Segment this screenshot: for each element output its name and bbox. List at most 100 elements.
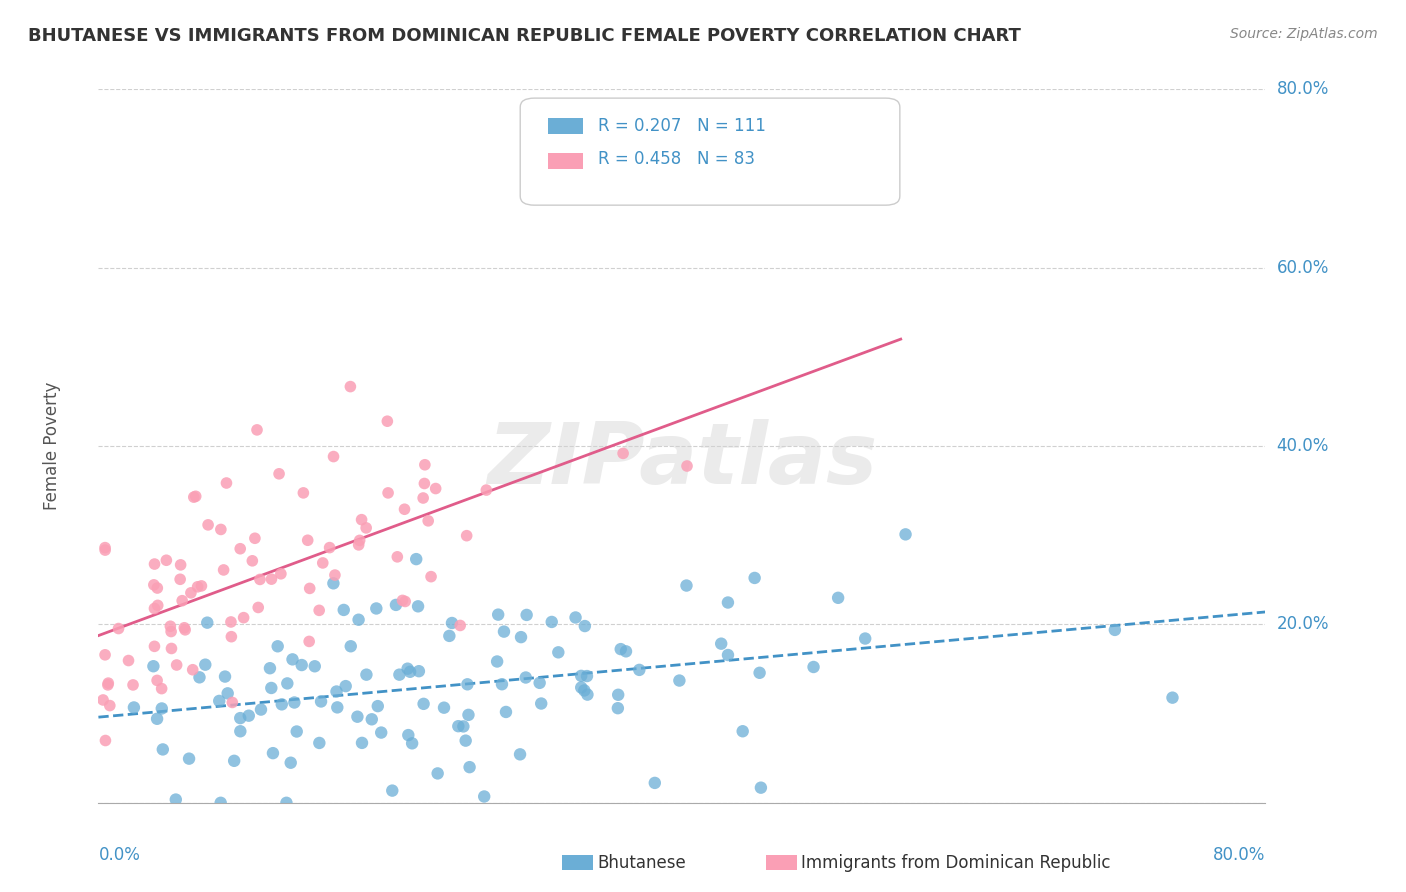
- Point: [529, 676, 551, 690]
- Point: [803, 660, 825, 674]
- Point: [472, 789, 495, 804]
- Point: [117, 654, 139, 668]
- Point: [177, 752, 200, 766]
- Point: [339, 379, 361, 393]
- Point: [246, 423, 269, 437]
- Point: [209, 523, 232, 537]
- Point: [238, 708, 260, 723]
- Point: [94, 733, 117, 747]
- Text: Bhutanese: Bhutanese: [598, 854, 686, 871]
- Point: [614, 644, 637, 658]
- Point: [322, 576, 344, 591]
- Point: [475, 483, 498, 497]
- Point: [217, 686, 239, 700]
- Point: [308, 603, 330, 617]
- Point: [122, 678, 145, 692]
- Point: [184, 489, 207, 503]
- Point: [612, 446, 634, 460]
- Point: [420, 569, 443, 583]
- Point: [181, 663, 204, 677]
- Point: [270, 566, 292, 581]
- Point: [146, 712, 169, 726]
- Point: [312, 556, 335, 570]
- Point: [349, 533, 371, 548]
- Point: [433, 700, 456, 714]
- Point: [1104, 623, 1126, 637]
- Point: [412, 697, 434, 711]
- Point: [574, 619, 596, 633]
- Point: [385, 598, 408, 612]
- Point: [91, 693, 114, 707]
- Point: [492, 624, 515, 639]
- Point: [308, 736, 330, 750]
- Point: [169, 558, 191, 572]
- Point: [391, 593, 413, 607]
- Point: [107, 622, 129, 636]
- Point: [183, 490, 205, 504]
- Point: [208, 694, 231, 708]
- Point: [347, 538, 370, 552]
- Point: [394, 594, 416, 608]
- Point: [292, 486, 315, 500]
- Point: [710, 637, 733, 651]
- Point: [515, 671, 537, 685]
- Point: [332, 603, 354, 617]
- Point: [1161, 690, 1184, 705]
- Point: [547, 645, 569, 659]
- Point: [486, 655, 509, 669]
- Point: [574, 683, 596, 698]
- Point: [668, 673, 690, 688]
- Point: [291, 658, 314, 673]
- Point: [405, 552, 427, 566]
- Point: [180, 586, 202, 600]
- Text: 40.0%: 40.0%: [1277, 437, 1329, 455]
- Point: [142, 659, 165, 673]
- Point: [262, 746, 284, 760]
- Point: [318, 541, 340, 555]
- Point: [94, 541, 117, 555]
- Point: [187, 580, 209, 594]
- Point: [439, 629, 461, 643]
- Point: [350, 736, 373, 750]
- Point: [412, 491, 434, 505]
- Point: [731, 724, 754, 739]
- Point: [381, 783, 404, 797]
- Text: BHUTANESE VS IMMIGRANTS FROM DOMINICAN REPUBLIC FEMALE POVERTY CORRELATION CHART: BHUTANESE VS IMMIGRANTS FROM DOMINICAN R…: [28, 27, 1021, 45]
- Text: 20.0%: 20.0%: [1277, 615, 1329, 633]
- Point: [97, 678, 120, 692]
- Point: [143, 557, 166, 571]
- Point: [387, 549, 409, 564]
- Point: [250, 702, 273, 716]
- Point: [394, 502, 416, 516]
- Point: [354, 521, 377, 535]
- Text: R = 0.207   N = 111: R = 0.207 N = 111: [598, 117, 765, 135]
- Point: [190, 579, 212, 593]
- Point: [516, 607, 538, 622]
- Point: [209, 796, 232, 810]
- Point: [457, 707, 479, 722]
- Point: [491, 677, 513, 691]
- Point: [146, 599, 169, 613]
- Point: [575, 669, 598, 683]
- Point: [280, 756, 302, 770]
- Point: [152, 742, 174, 756]
- Point: [644, 776, 666, 790]
- Point: [347, 613, 370, 627]
- Point: [229, 541, 252, 556]
- Point: [143, 601, 166, 615]
- Point: [717, 595, 740, 609]
- Point: [221, 696, 243, 710]
- Text: R = 0.458   N = 83: R = 0.458 N = 83: [598, 150, 755, 168]
- Point: [146, 581, 169, 595]
- Point: [323, 568, 346, 582]
- Point: [495, 705, 517, 719]
- Point: [283, 696, 305, 710]
- Point: [150, 681, 173, 696]
- Point: [270, 698, 292, 712]
- Point: [418, 514, 440, 528]
- Point: [453, 719, 475, 733]
- Point: [326, 700, 349, 714]
- Point: [675, 578, 697, 592]
- Point: [367, 699, 389, 714]
- Point: [155, 553, 177, 567]
